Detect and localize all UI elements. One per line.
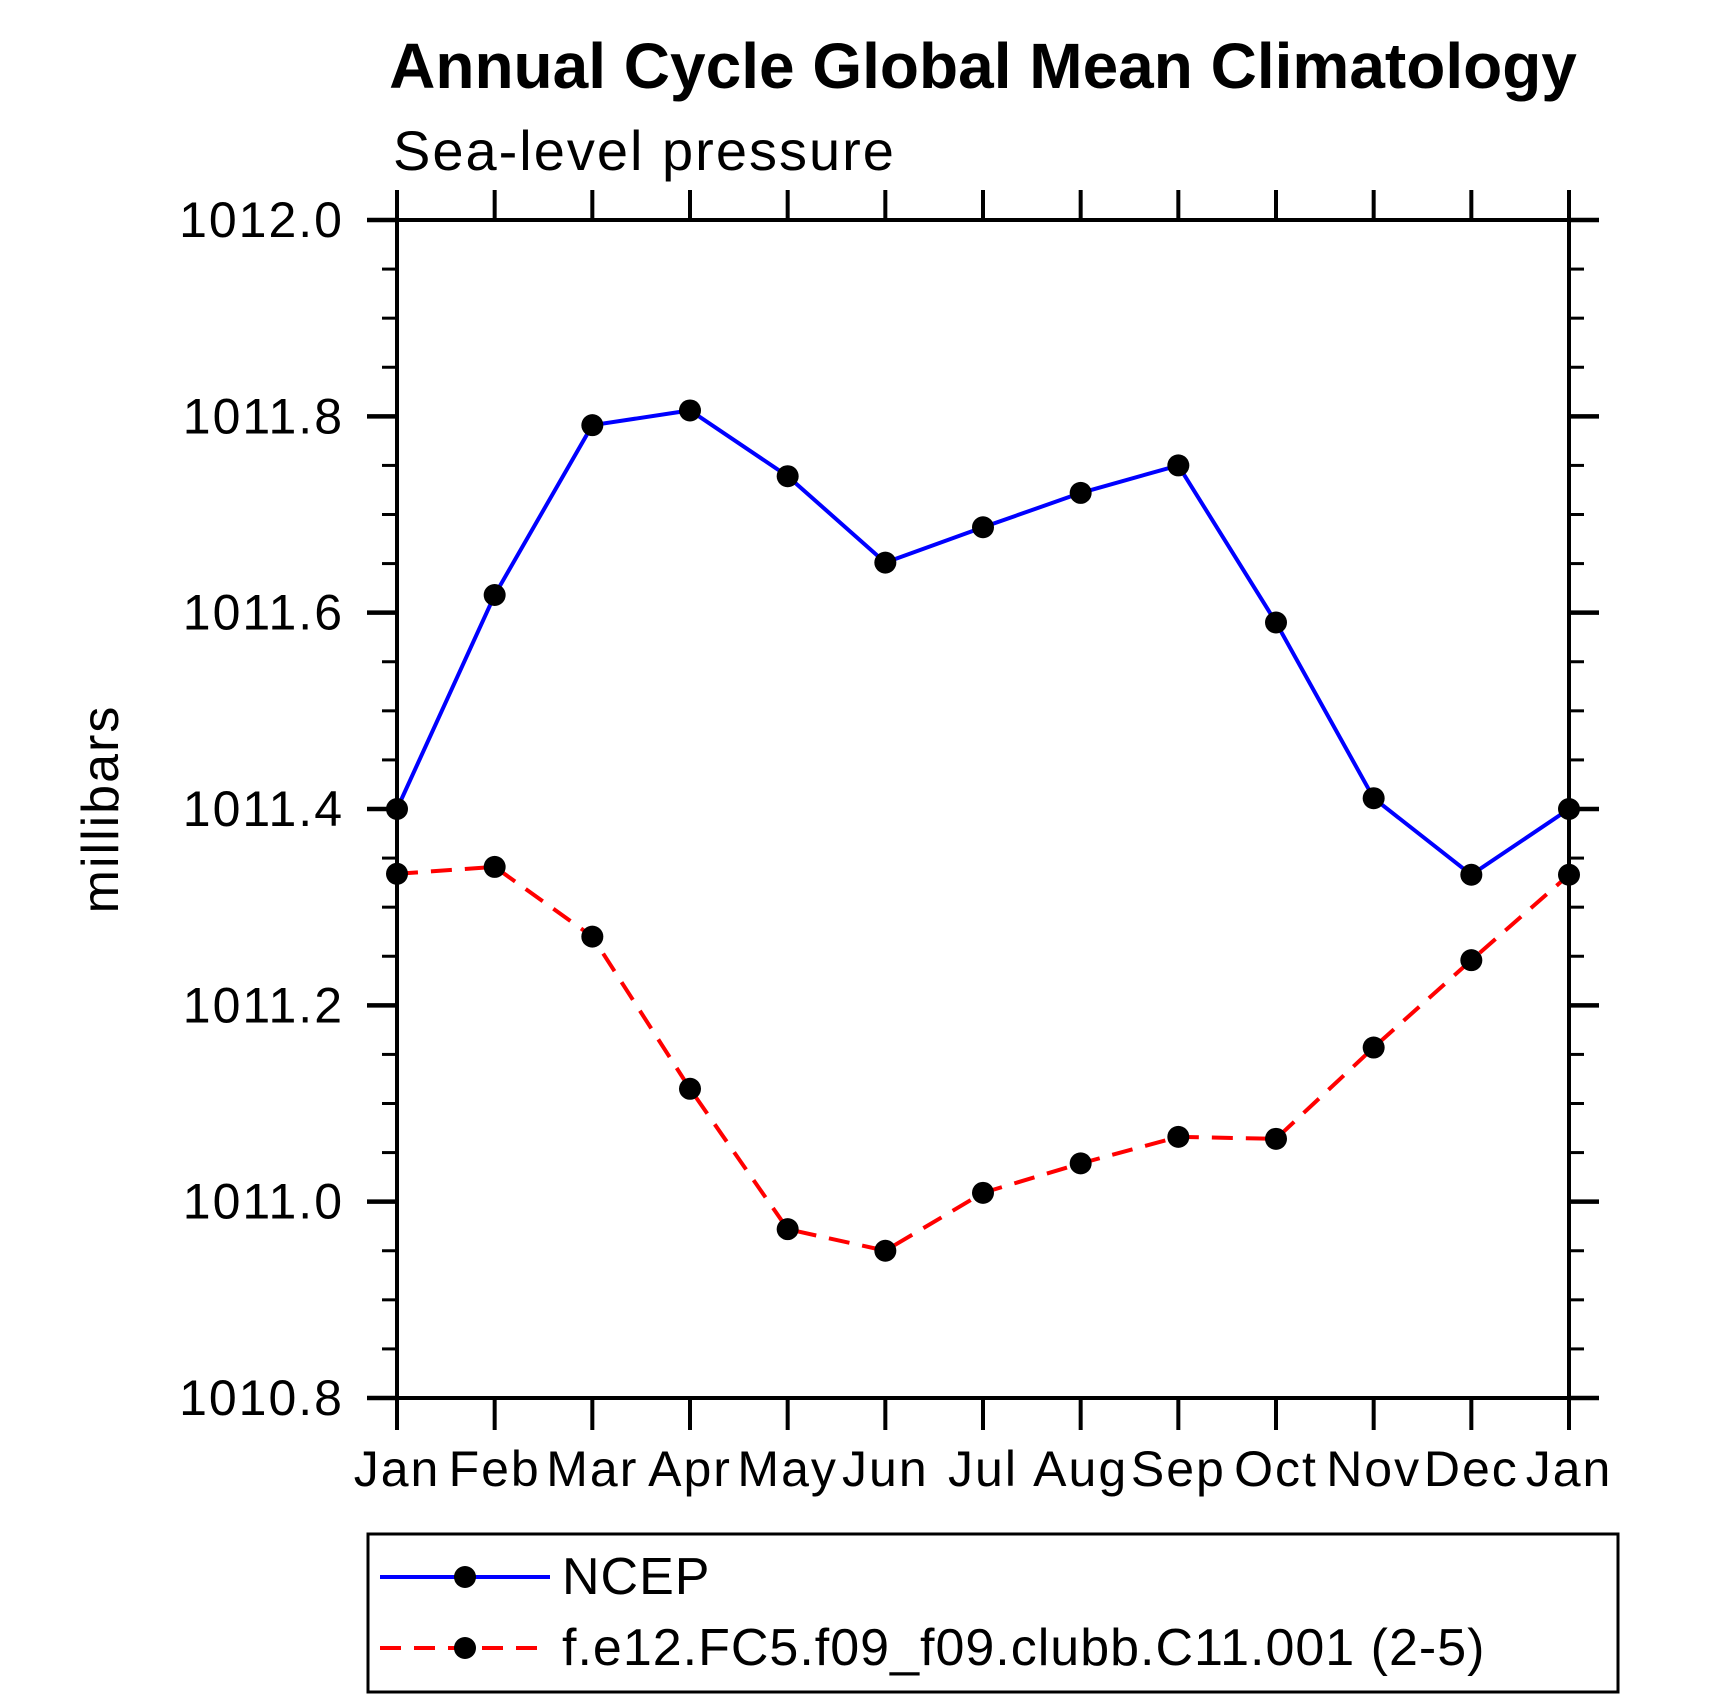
data-point-ncep-12-jan bbox=[1558, 798, 1580, 820]
y-tick-label: 1011.4 bbox=[183, 781, 344, 837]
data-point-model-2-mar bbox=[581, 925, 604, 948]
data-point-model-0-jan bbox=[386, 862, 408, 885]
x-tick-label-apr: Apr bbox=[648, 1441, 732, 1497]
legend: NCEP f.e12.FC5.f09_f09.clubb.C11.001 (2-5… bbox=[366, 1532, 1620, 1694]
data-point-ncep-4-may bbox=[776, 465, 799, 488]
data-point-model-9-oct bbox=[1265, 1127, 1287, 1150]
data-point-model-1-feb bbox=[483, 855, 506, 878]
data-point-ncep-3-apr bbox=[679, 399, 701, 422]
legend-marker-model bbox=[454, 1637, 476, 1659]
y-tick-label: 1011.0 bbox=[183, 1174, 344, 1230]
x-tick-label-jul: Jul bbox=[948, 1441, 1018, 1497]
chart-subtitle: Sea-level pressure bbox=[393, 119, 896, 182]
data-point-ncep-9-oct bbox=[1265, 611, 1287, 634]
y-tick-label: 1011.2 bbox=[183, 977, 344, 1033]
data-point-ncep-8-sep bbox=[1167, 454, 1190, 477]
x-tick-label-sep: Sep bbox=[1131, 1441, 1226, 1497]
legend-label-model: f.e12.FC5.f09_f09.clubb.C11.001 (2-5) bbox=[562, 1619, 1485, 1677]
data-point-ncep-6-jul bbox=[972, 516, 994, 539]
data-series bbox=[386, 399, 1580, 1262]
data-point-model-7-aug bbox=[1069, 1152, 1092, 1175]
data-point-model-8-sep bbox=[1167, 1125, 1190, 1148]
data-point-model-3-apr bbox=[679, 1077, 701, 1100]
data-point-ncep-10-nov bbox=[1362, 787, 1385, 810]
x-tick-label-mar: Mar bbox=[546, 1441, 638, 1497]
data-point-ncep-0-jan bbox=[386, 798, 408, 820]
series-line-ncep bbox=[395, 408, 1571, 878]
legend-label-ncep: NCEP bbox=[562, 1548, 710, 1606]
data-point-model-6-jul bbox=[972, 1181, 994, 1204]
x-tick-label-jun: Jun bbox=[842, 1441, 929, 1497]
y-tick-label: 1011.6 bbox=[183, 585, 344, 641]
y-tick-label: 1012.0 bbox=[179, 192, 344, 248]
y-tick-labels: 1012.0 1011.8 1011.6 1011.4 1011.2 1011.0 1010… bbox=[179, 192, 344, 1426]
data-point-model-4-may bbox=[776, 1218, 799, 1241]
y-tick-label: 1011.8 bbox=[183, 388, 344, 444]
data-point-ncep-2-mar bbox=[581, 414, 604, 437]
x-tick-label-jan: Jan bbox=[354, 1441, 441, 1497]
data-point-model-12-jan bbox=[1558, 863, 1580, 886]
data-point-ncep-1-feb bbox=[483, 583, 506, 606]
x-tick-labels: Jan Feb Mar Apr May Jun Jul Aug Sep Oct Nov Dec Jan bbox=[354, 1441, 1613, 1497]
data-point-ncep-7-aug bbox=[1069, 481, 1092, 504]
axes bbox=[367, 190, 1599, 1430]
y-axis-label: millibars bbox=[72, 705, 130, 914]
x-tick-label-nov: Nov bbox=[1326, 1441, 1421, 1497]
y-tick-label: 1010.8 bbox=[179, 1370, 344, 1426]
x-tick-label-feb: Feb bbox=[449, 1441, 541, 1497]
data-point-model-10-nov bbox=[1362, 1036, 1385, 1059]
x-tick-label-dec: Dec bbox=[1424, 1441, 1519, 1497]
data-point-model-11-dec bbox=[1460, 949, 1483, 972]
x-tick-label-jan: Jan bbox=[1526, 1441, 1613, 1497]
x-tick-label-aug: Aug bbox=[1033, 1441, 1128, 1497]
data-point-model-5-jun bbox=[874, 1239, 897, 1262]
plot-box bbox=[395, 218, 1571, 1400]
x-tick-label-may: May bbox=[737, 1441, 837, 1497]
data-point-ncep-5-jun bbox=[874, 551, 897, 574]
chart-title: Annual Cycle Global Mean Climatology bbox=[389, 30, 1577, 102]
data-point-ncep-11-dec bbox=[1460, 863, 1483, 886]
legend-marker-ncep bbox=[454, 1566, 476, 1588]
legend-box bbox=[366, 1532, 1620, 1694]
x-tick-label-oct: Oct bbox=[1234, 1441, 1318, 1497]
